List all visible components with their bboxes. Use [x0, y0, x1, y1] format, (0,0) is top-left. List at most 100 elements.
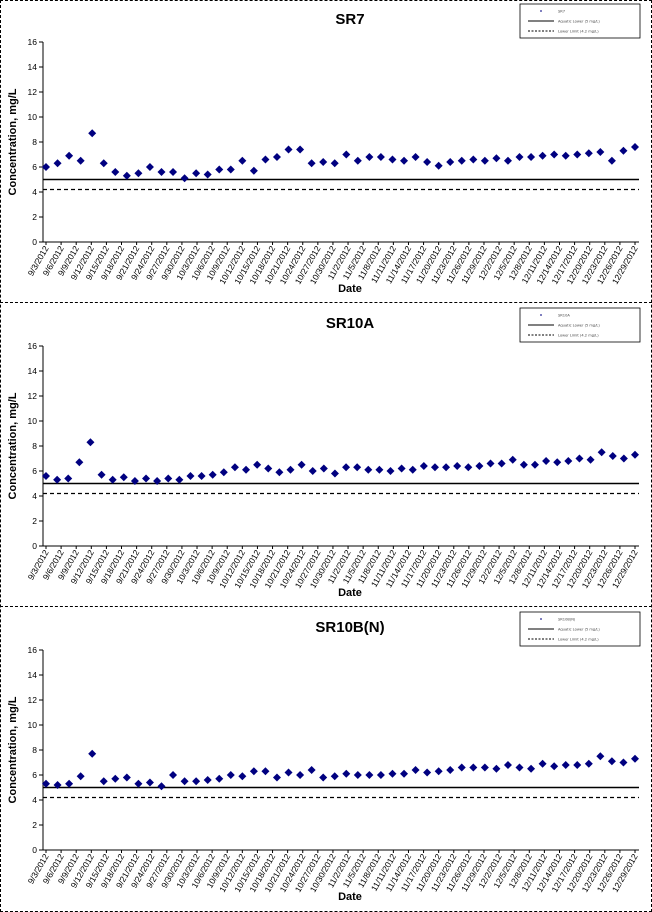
- data-point: [388, 769, 397, 778]
- y-tick-label: 2: [32, 820, 37, 830]
- data-point: [480, 156, 489, 165]
- data-point: [503, 156, 512, 165]
- data-point: [296, 145, 305, 154]
- legend-label: Aquatic Lower (5 mg/L): [558, 628, 600, 632]
- data-point: [365, 153, 374, 161]
- data-point: [307, 159, 316, 168]
- y-tick-label: 16: [28, 341, 38, 351]
- data-point: [215, 165, 224, 174]
- legend-label: SR10B(N): [558, 618, 576, 622]
- data-point: [88, 749, 97, 758]
- data-point: [119, 473, 128, 482]
- data-point: [375, 465, 384, 474]
- y-axis-label: Concentration, mg/L: [7, 88, 19, 195]
- data-point: [122, 773, 131, 782]
- data-point: [584, 759, 593, 768]
- data-point: [411, 766, 420, 774]
- data-point: [145, 778, 154, 787]
- data-point: [203, 170, 212, 179]
- data-point: [573, 150, 582, 159]
- data-point: [519, 460, 528, 469]
- data-point: [42, 163, 50, 171]
- y-tick-label: 10: [28, 720, 38, 730]
- legend-marker: [540, 314, 542, 316]
- chart-title: SR10A: [326, 315, 375, 332]
- data-point: [330, 469, 339, 478]
- data-point: [492, 154, 501, 163]
- y-tick-label: 14: [28, 670, 38, 680]
- data-point: [180, 777, 189, 786]
- data-point: [469, 763, 478, 772]
- y-tick-label: 0: [32, 541, 37, 551]
- x-axis-label: Date: [338, 891, 362, 903]
- legend-label: Aquatic Lower (5 mg/L): [558, 324, 600, 328]
- y-tick-label: 4: [32, 187, 37, 197]
- data-point: [261, 155, 270, 164]
- data-point: [238, 772, 247, 781]
- data-point: [538, 759, 547, 768]
- data-point: [157, 168, 166, 176]
- data-point: [353, 771, 362, 779]
- data-point: [342, 463, 351, 472]
- data-point: [134, 169, 143, 178]
- y-tick-label: 10: [28, 416, 38, 426]
- data-point: [275, 468, 284, 477]
- y-tick-label: 6: [32, 162, 37, 172]
- data-point: [527, 153, 536, 161]
- y-tick-label: 2: [32, 212, 37, 222]
- data-point: [286, 465, 295, 474]
- data-point: [457, 763, 466, 772]
- data-point: [99, 159, 108, 168]
- panel-separator: [0, 302, 652, 303]
- data-point: [249, 166, 258, 175]
- data-point: [480, 763, 489, 772]
- data-point: [296, 771, 305, 779]
- data-point: [65, 151, 74, 160]
- data-point: [65, 779, 74, 788]
- data-point: [284, 768, 293, 777]
- data-point: [319, 773, 328, 782]
- data-point: [364, 465, 373, 474]
- data-point: [297, 460, 306, 469]
- data-point: [527, 764, 536, 773]
- data-point: [88, 129, 97, 138]
- data-point: [192, 777, 201, 786]
- y-tick-label: 14: [28, 62, 38, 72]
- chart-sr10bn: SR10B(N) 0 2 4 6 8 10 12 14 16 Concentration, mg/L…: [7, 611, 641, 903]
- panel-separator: [0, 606, 652, 607]
- data-point: [261, 767, 270, 776]
- data-point: [86, 438, 95, 447]
- data-point: [186, 472, 195, 480]
- data-point: [130, 477, 139, 485]
- data-point: [76, 772, 85, 781]
- y-tick-label: 14: [28, 366, 38, 376]
- data-point: [122, 171, 131, 180]
- data-point: [164, 474, 173, 483]
- data-point: [42, 472, 50, 480]
- data-point: [111, 774, 120, 783]
- data-point: [619, 146, 628, 155]
- data-point: [538, 151, 547, 160]
- data-point: [145, 163, 154, 171]
- data-point: [631, 143, 639, 151]
- data-point: [53, 475, 62, 484]
- data-point: [330, 159, 339, 168]
- data-point: [197, 472, 206, 480]
- data-point: [307, 766, 316, 774]
- data-point: [619, 454, 628, 463]
- data-point: [515, 153, 524, 161]
- data-point: [411, 153, 420, 161]
- x-axis-label: Date: [338, 587, 362, 599]
- data-point: [408, 465, 417, 474]
- y-tick-label: 6: [32, 770, 37, 780]
- data-point: [564, 457, 573, 465]
- data-point: [457, 156, 466, 165]
- data-point: [284, 145, 293, 154]
- data-point: [508, 455, 517, 464]
- data-point: [550, 150, 559, 159]
- y-tick-label: 10: [28, 112, 38, 122]
- legend-label: Lower Limit (4.2 mg/L): [558, 30, 599, 34]
- chart-title: SR7: [335, 11, 364, 28]
- data-point: [497, 459, 506, 468]
